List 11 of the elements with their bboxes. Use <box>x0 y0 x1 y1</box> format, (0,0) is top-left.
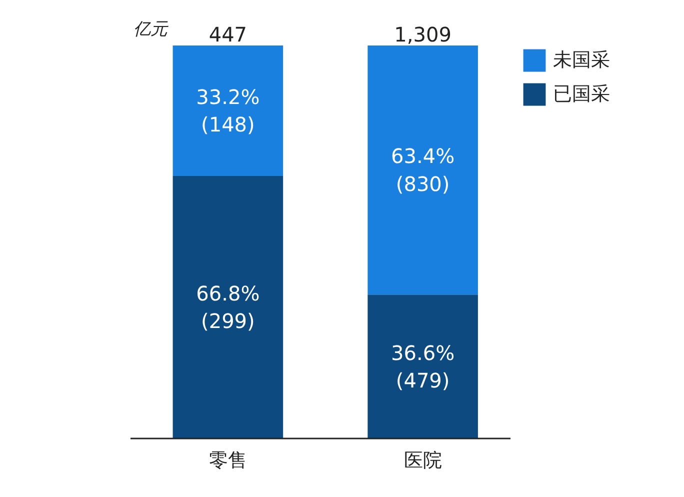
data-label: 36.6% (479) <box>391 340 455 392</box>
y-axis-title: 亿元 <box>133 19 168 40</box>
x-tick-label: 医院 <box>404 450 442 472</box>
legend-label: 已国采 <box>553 82 610 107</box>
legend-label: 未国采 <box>553 48 610 73</box>
x-tick-label: 零售 <box>208 450 247 472</box>
annotation: 1,309 <box>394 22 452 46</box>
data-label: 66.8% (299) <box>196 281 260 334</box>
data-label: 63.4% (830) <box>391 144 455 196</box>
data-label: 33.2% (148) <box>196 84 260 136</box>
annotation: 447 <box>208 22 248 46</box>
